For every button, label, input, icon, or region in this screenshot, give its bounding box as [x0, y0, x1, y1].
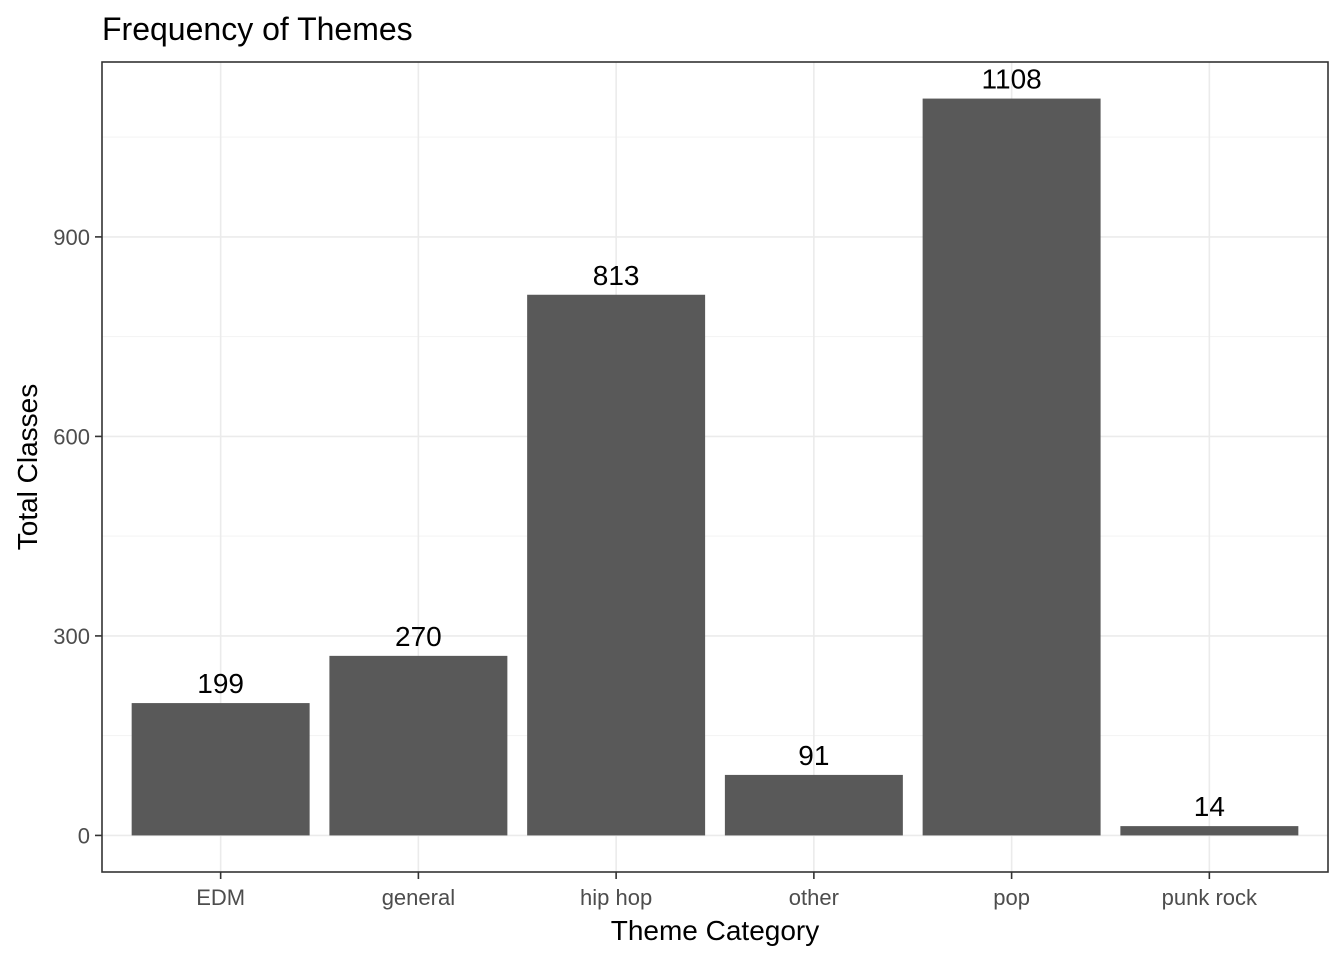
bar-general: [329, 655, 508, 836]
x-tick-label: pop: [993, 885, 1030, 910]
x-tick-label: hip hop: [580, 885, 652, 910]
bar-punk-rock: [1120, 826, 1299, 836]
data-label: 1108: [982, 64, 1042, 95]
data-label: 14: [1194, 791, 1225, 822]
bar-pop: [922, 98, 1101, 836]
bar-edm: [131, 703, 310, 836]
y-tick-label: 900: [53, 225, 90, 250]
data-labels: 199 270 813 91 1108 14: [197, 64, 1225, 823]
x-tick-label: EDM: [196, 885, 245, 910]
data-label: 270: [395, 621, 442, 652]
x-tick-label: punk rock: [1162, 885, 1258, 910]
bar-hip-hop: [527, 294, 706, 836]
bar-other: [724, 774, 903, 836]
x-axis: EDM general hip hop other pop punk rock: [196, 872, 1258, 910]
data-label: 199: [197, 668, 244, 699]
x-axis-title: Theme Category: [611, 915, 820, 946]
bars: [131, 98, 1299, 836]
chart-title: Frequency of Themes: [102, 11, 413, 47]
y-tick-label: 0: [78, 823, 90, 848]
y-axis: 0 300 600 900: [53, 225, 102, 848]
plot-panel-border: [101, 61, 1329, 873]
data-label: 91: [798, 740, 829, 771]
x-tick-label: other: [789, 885, 839, 910]
y-tick-label: 300: [53, 624, 90, 649]
data-label: 813: [593, 260, 640, 291]
x-tick-label: general: [382, 885, 455, 910]
y-axis-title: Total Classes: [12, 384, 43, 551]
y-tick-label: 600: [53, 424, 90, 449]
